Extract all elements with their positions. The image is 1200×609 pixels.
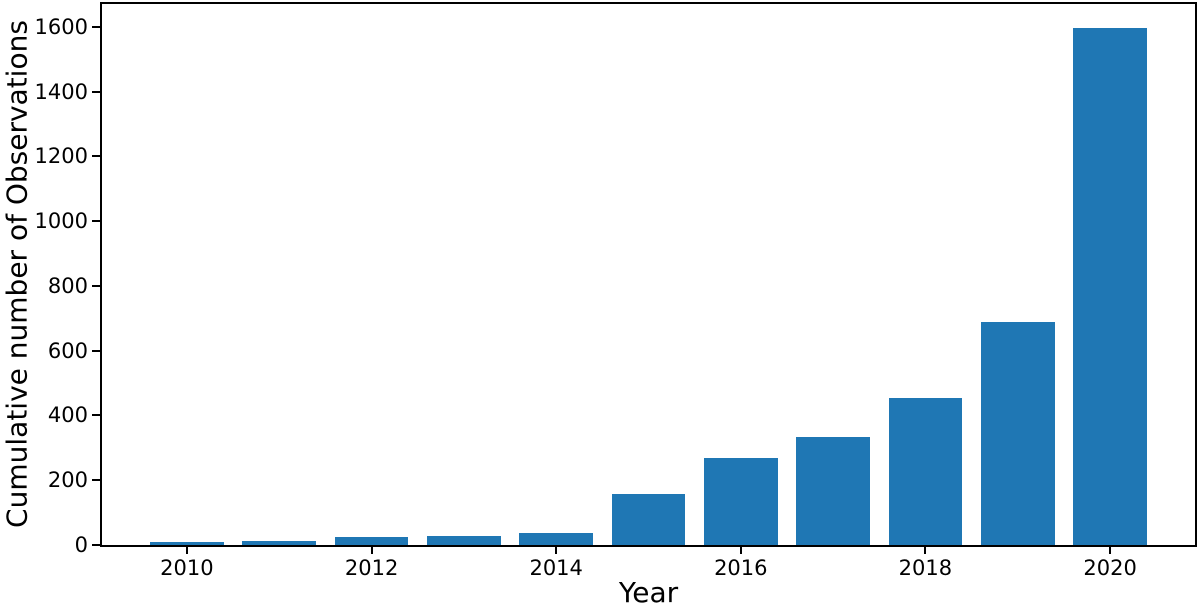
y-tick-mark bbox=[92, 25, 100, 28]
x-tick-mark bbox=[555, 547, 558, 554]
bar-2016 bbox=[703, 457, 778, 545]
x-tick-label: 2014 bbox=[529, 556, 583, 580]
bar-2014 bbox=[519, 532, 594, 545]
x-tick-mark bbox=[739, 547, 742, 554]
bar-2019 bbox=[980, 322, 1055, 545]
y-tick-label: 1000 bbox=[34, 209, 88, 233]
y-tick-mark bbox=[92, 220, 100, 222]
x-tick-mark bbox=[370, 547, 373, 554]
x-tick-label: 2016 bbox=[714, 556, 768, 580]
bar-2018 bbox=[888, 397, 963, 545]
y-tick-mark bbox=[92, 349, 100, 352]
y-tick-mark bbox=[92, 544, 100, 546]
y-tick-label: 800 bbox=[47, 273, 88, 298]
y-tick-mark bbox=[92, 90, 100, 93]
x-tick-label: 2018 bbox=[898, 556, 953, 580]
y-tick-label: 200 bbox=[47, 468, 88, 493]
x-tick-label: 2012 bbox=[344, 556, 399, 580]
y-tick-label: 1200 bbox=[34, 144, 88, 169]
y-tick-label: 600 bbox=[47, 338, 88, 363]
y-tick-mark bbox=[92, 414, 100, 417]
x-axis-title: Year bbox=[618, 576, 679, 609]
x-tick-mark bbox=[1109, 547, 1112, 554]
y-tick-label: 1600 bbox=[34, 14, 88, 39]
x-tick-mark bbox=[185, 547, 188, 554]
y-tick-mark bbox=[92, 284, 100, 287]
x-tick-mark bbox=[924, 547, 927, 554]
y-tick-mark bbox=[92, 479, 100, 482]
bars-layer bbox=[102, 4, 1195, 545]
bar-2011 bbox=[242, 540, 317, 545]
y-tick-mark bbox=[92, 155, 100, 158]
plot-frame bbox=[100, 2, 1197, 547]
bar-2020 bbox=[1073, 28, 1147, 545]
y-tick-label: 400 bbox=[47, 403, 88, 428]
x-tick-label: 2010 bbox=[160, 556, 214, 580]
y-tick-label: 0 bbox=[74, 533, 88, 557]
bar-2012 bbox=[334, 536, 409, 545]
bar-2013 bbox=[426, 536, 501, 545]
x-tick-label: 2020 bbox=[1083, 556, 1137, 580]
bar-2015 bbox=[611, 493, 686, 545]
y-tick-label: 1400 bbox=[34, 79, 88, 104]
bar-2010 bbox=[150, 541, 224, 545]
bar-2017 bbox=[796, 436, 871, 545]
